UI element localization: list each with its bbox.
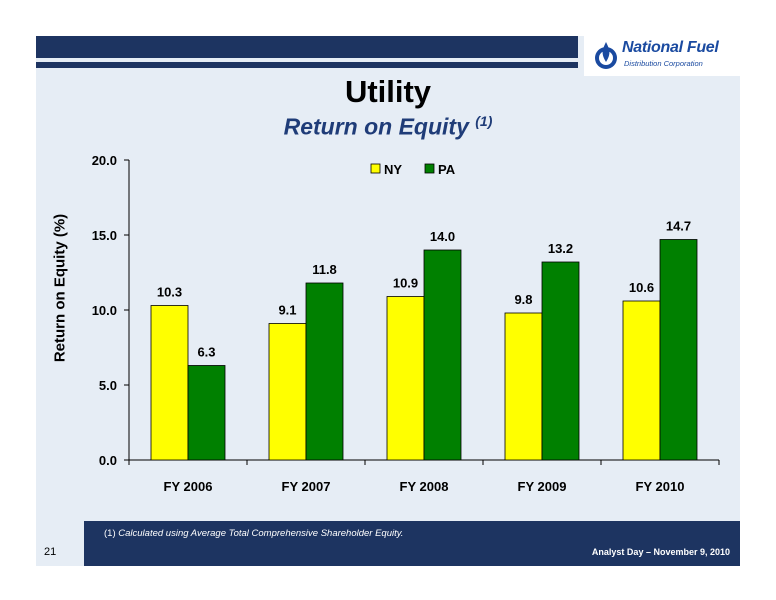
slide-title: Utility xyxy=(344,74,432,109)
x-tick-label: FY 2006 xyxy=(164,479,213,494)
data-label: 10.6 xyxy=(629,280,654,295)
x-tick-label: FY 2009 xyxy=(518,479,567,494)
data-label: 14.7 xyxy=(666,219,691,234)
footer-bar xyxy=(84,521,740,566)
bar-ny xyxy=(504,312,543,461)
data-label: 11.8 xyxy=(312,262,337,277)
header-bar xyxy=(36,36,578,58)
y-tick-label: 10.0 xyxy=(92,303,117,318)
x-tick-label: FY 2010 xyxy=(636,479,685,494)
flame-drop-icon xyxy=(595,42,617,69)
bar-ny xyxy=(622,300,661,461)
x-tick-label: FY 2008 xyxy=(400,479,449,494)
bar-ny xyxy=(150,305,189,461)
x-tick-label: FY 2007 xyxy=(282,479,331,494)
y-tick-label: 5.0 xyxy=(99,378,117,393)
bar-pa xyxy=(541,261,580,461)
footnote-text: Calculated using Average Total Comprehen… xyxy=(118,528,404,539)
footnote: (1) Calculated using Average Total Compr… xyxy=(104,528,403,539)
bar-pa xyxy=(305,282,344,461)
page-number: 21 xyxy=(44,546,57,558)
bar-pa xyxy=(659,239,698,461)
data-label: 9.1 xyxy=(278,303,296,318)
logo-name: National Fuel xyxy=(622,39,719,56)
data-label: 6.3 xyxy=(197,345,215,360)
bar-pa xyxy=(187,365,226,461)
data-label: 10.3 xyxy=(157,285,182,300)
slide-subtitle: Return on Equity (1) xyxy=(0,113,776,141)
y-tick-label: 15.0 xyxy=(92,228,117,243)
header-stripe xyxy=(36,62,578,68)
y-tick-label: 20.0 xyxy=(92,153,117,168)
data-label: 14.0 xyxy=(430,229,455,244)
data-label: 10.9 xyxy=(393,276,418,291)
legend-label: PA xyxy=(438,162,456,177)
bar-ny xyxy=(268,323,307,461)
legend-label: NY xyxy=(384,162,402,177)
footnote-number: (1) xyxy=(104,528,116,539)
bar-pa xyxy=(423,249,462,461)
logo-subtitle: Distribution Corporation xyxy=(624,59,703,68)
data-label: 13.2 xyxy=(548,241,573,256)
subtitle-footnote-ref: (1) xyxy=(475,113,493,129)
data-label: 9.8 xyxy=(514,292,532,307)
subtitle-text: Return on Equity xyxy=(283,113,469,140)
company-logo: National Fuel Distribution Corporation xyxy=(584,36,740,76)
footer-event-date: Analyst Day – November 9, 2010 xyxy=(591,547,730,557)
y-tick-label: 0.0 xyxy=(99,453,117,468)
legend-swatch-ny xyxy=(370,163,381,174)
legend-swatch-pa xyxy=(424,163,435,174)
bar-ny xyxy=(386,296,425,461)
